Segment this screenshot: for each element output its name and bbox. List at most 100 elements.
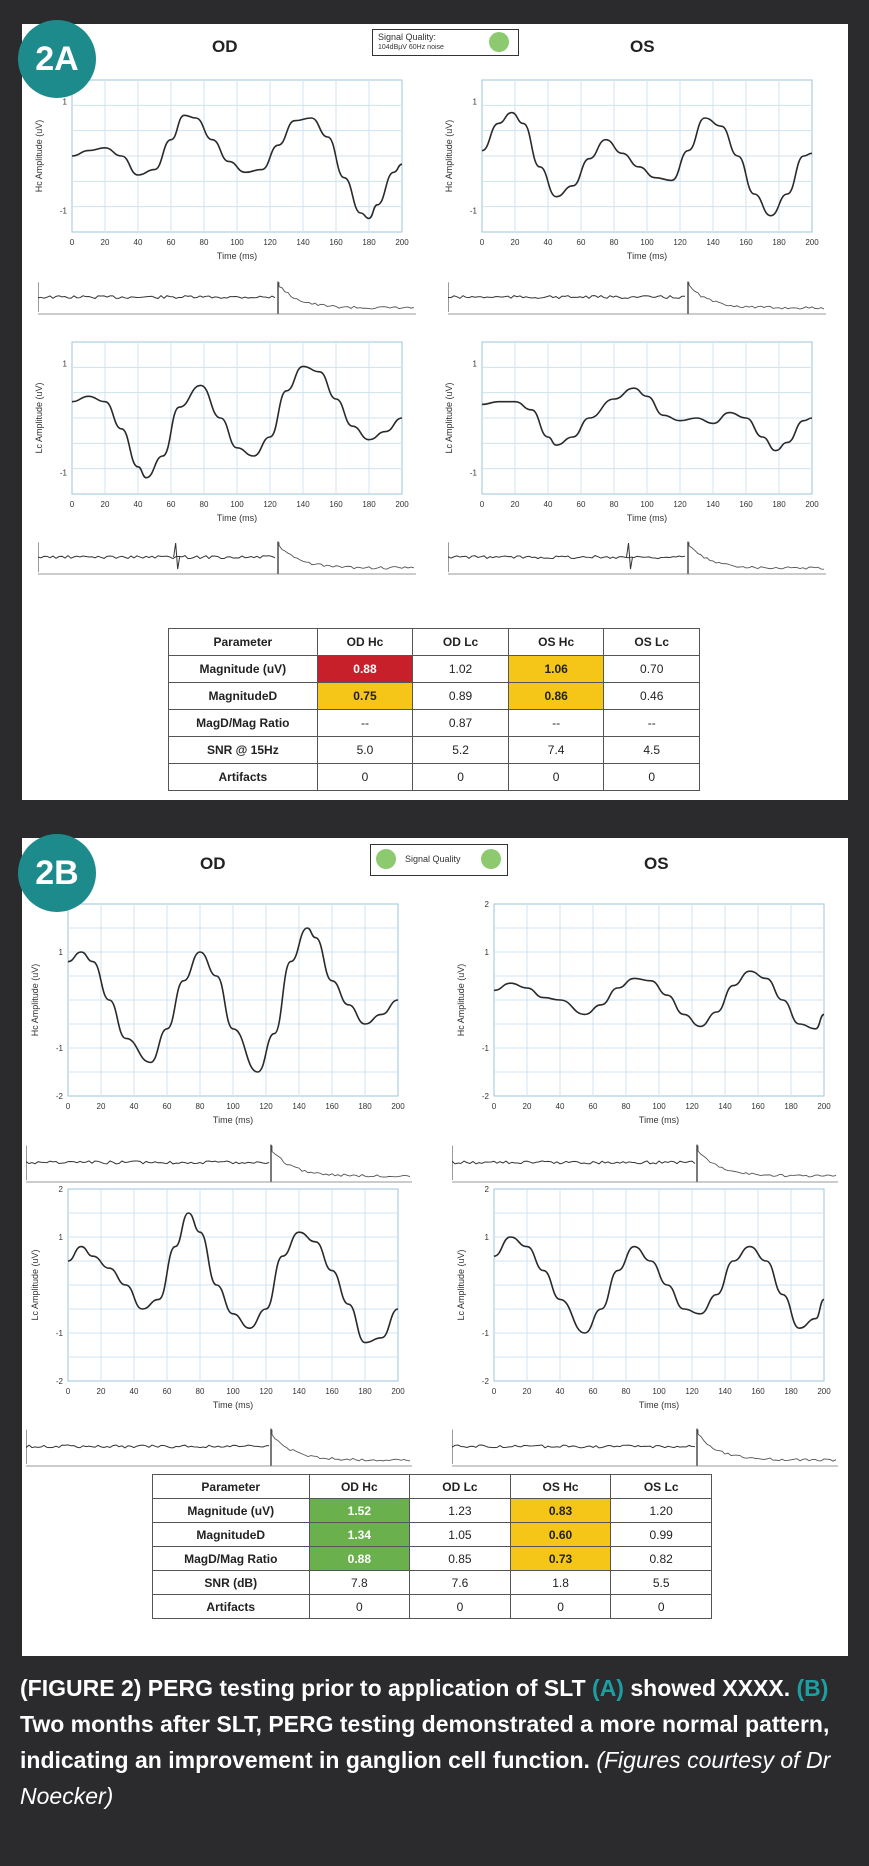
x-tick-label: 100 [652, 1102, 666, 1111]
x-tick-label: 20 [97, 1102, 106, 1111]
x-tick-label: 160 [739, 238, 753, 247]
table-cell: 0.86 [507, 682, 605, 710]
x-tick-label: 180 [784, 1102, 798, 1111]
x-tick-label: 140 [706, 500, 720, 509]
table-cell: SNR @ 15Hz [168, 736, 318, 764]
y-tick-label: 1 [485, 948, 490, 957]
signal-quality-detail: 104dBµV 60Hz noise [378, 44, 444, 51]
x-tick-label: 180 [362, 238, 376, 247]
x-tick-label: 40 [130, 1102, 139, 1111]
caption-figure-label: (FIGURE 2) [20, 1675, 142, 1701]
x-tick-label: 160 [325, 1387, 339, 1396]
x-tick-label: 80 [610, 238, 619, 247]
series-line [67, 927, 399, 1073]
trace-spectrum [688, 282, 825, 310]
x-axis-label: Time (ms) [627, 251, 667, 261]
caption-ref-a: (A) [592, 1675, 624, 1701]
table-header-cell: OS Lc [603, 628, 700, 656]
x-tick-label: 40 [134, 500, 143, 509]
panel-badge: 2B [18, 834, 96, 912]
x-tick-label: 160 [329, 238, 343, 247]
table-row: Magnitude (uV) 1.52 1.23 0.83 1.20 [152, 1498, 712, 1523]
y-tick-label: -1 [482, 1329, 490, 1338]
x-tick-label: 40 [130, 1387, 139, 1396]
table-header-cell: OS Hc [509, 1474, 612, 1499]
x-tick-label: 160 [325, 1102, 339, 1111]
chart-b-os-hc: 0 20 40 60 80 100 120 140 160 180 200 2 1 -1 -2 Time (m… [456, 900, 831, 1125]
series-line [481, 387, 813, 452]
y-tick-label: 1 [485, 1233, 490, 1242]
trace-spectrum [271, 1145, 411, 1178]
x-tick-label: 180 [772, 500, 786, 509]
x-tick-label: 180 [362, 500, 376, 509]
table-cell: -- [603, 709, 700, 737]
x-tick-label: 120 [673, 238, 687, 247]
x-tick-label: 140 [292, 1387, 306, 1396]
trace-spectrum [697, 1429, 837, 1462]
x-tick-label: 40 [556, 1102, 565, 1111]
chart-a-os-lc: 0 20 40 60 80 100 120 140 160 180 200 1 -1 Time (ms) L… [444, 341, 819, 523]
y-tick-label: -1 [60, 206, 68, 215]
y-tick-label: -2 [56, 1092, 64, 1101]
signal-quality-label: Signal Quality: [378, 32, 437, 42]
table-cell: 1.52 [308, 1498, 411, 1523]
x-tick-label: 120 [263, 500, 277, 509]
y-tick-label: -1 [482, 1044, 490, 1053]
x-tick-label: 140 [706, 238, 720, 247]
signal-quality-indicator-right [481, 849, 501, 869]
x-tick-label: 0 [492, 1102, 497, 1111]
y-tick-label: 2 [485, 1185, 490, 1194]
y-tick-label: 2 [59, 1185, 64, 1194]
table-cell: Magnitude (uV) [152, 1498, 310, 1523]
y-axis-label: Hc Amplitude (uV) [34, 120, 44, 193]
table-cell: 0.85 [409, 1546, 511, 1571]
signal-quality-label: Signal Quality [405, 854, 461, 864]
table-cell: 0 [316, 763, 414, 791]
series-line [481, 111, 813, 217]
chart-a-od-hc: 0 20 40 60 80 100 120 140 160 180 200 1 -1 Time (ms) H… [34, 79, 409, 261]
table-cell: 7.4 [507, 736, 605, 764]
x-tick-label: 60 [163, 1102, 172, 1111]
table-cell: 0.73 [509, 1546, 612, 1571]
artifact-trace-b-os-lc [452, 1428, 838, 1467]
table-cell: Artifacts [168, 763, 318, 791]
x-tick-label: 0 [70, 238, 75, 247]
table-header-cell: OD Hc [308, 1474, 411, 1499]
table-row: Magnitude (uV) 0.88 1.02 1.06 0.70 [168, 655, 700, 683]
x-tick-label: 80 [196, 1387, 205, 1396]
x-tick-label: 40 [134, 238, 143, 247]
y-axis-label: Hc Amplitude (uV) [444, 120, 454, 193]
table-cell: 1.34 [308, 1522, 411, 1547]
x-tick-label: 80 [200, 238, 209, 247]
x-axis-label: Time (ms) [217, 513, 257, 523]
x-tick-label: 80 [610, 500, 619, 509]
artifact-trace-b-os-hc [452, 1144, 838, 1183]
table-header-row: Parameter OD Hc OD Lc OS Hc OS Lc [168, 628, 700, 656]
table-cell: 0.89 [412, 682, 509, 710]
signal-quality-indicator [489, 32, 509, 52]
y-tick-label: -2 [56, 1377, 64, 1386]
table-cell: 1.05 [409, 1522, 511, 1547]
table-cell: 0 [409, 1594, 511, 1619]
x-tick-label: 80 [622, 1387, 631, 1396]
x-tick-label: 60 [577, 238, 586, 247]
table-row: Artifacts 0 0 0 0 [168, 763, 700, 791]
y-axis-label: Lc Amplitude (uV) [34, 382, 44, 453]
x-tick-label: 200 [395, 500, 409, 509]
y-tick-label: -1 [56, 1329, 64, 1338]
x-tick-label: 20 [511, 500, 520, 509]
parameter-table-2a: Parameter OD Hc OD Lc OS Hc OS Lc Magnitude (… [168, 628, 700, 791]
x-tick-label: 0 [70, 500, 75, 509]
trace-signal [452, 1429, 696, 1464]
table-header-cell: OD Lc [412, 628, 509, 656]
x-tick-label: 20 [523, 1102, 532, 1111]
x-tick-label: 200 [391, 1387, 405, 1396]
x-tick-label: 120 [259, 1102, 273, 1111]
x-tick-label: 60 [589, 1387, 598, 1396]
eye-label-os: OS [630, 37, 655, 56]
signal-quality-box: Signal Quality: 104dBµV 60Hz noise [372, 29, 519, 56]
eye-label-od: OD [200, 854, 226, 873]
signal-quality-indicator-left [376, 849, 396, 869]
x-tick-label: 120 [685, 1387, 699, 1396]
x-axis-label: Time (ms) [639, 1115, 679, 1125]
